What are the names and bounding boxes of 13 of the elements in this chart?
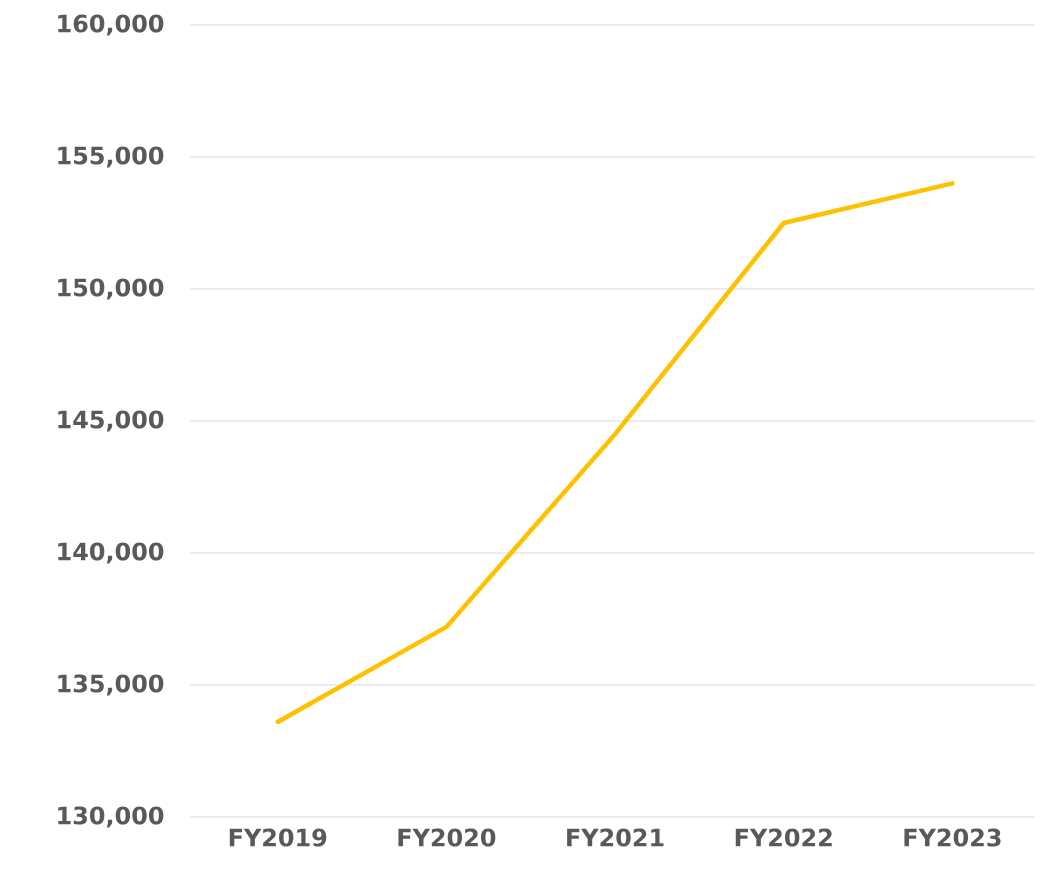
y-tick-label: 130,000 [58,806,164,828]
x-tick-label: FY2022 [735,828,832,847]
y-tick-label: 160,000 [58,14,164,36]
x-tick-label: FY2019 [229,828,327,847]
y-tick-label: 155,000 [58,146,164,168]
x-tick-label: FY2020 [398,828,496,847]
y-tick-label: 145,000 [58,410,164,432]
y-tick-label: 150,000 [58,278,164,300]
line-series [275,181,955,725]
y-tick-label: 135,000 [58,674,164,696]
x-tick-label: FY2021 [567,828,664,847]
y-tick-label: 140,000 [58,542,164,564]
x-tick-label: FY2023 [904,828,1001,847]
